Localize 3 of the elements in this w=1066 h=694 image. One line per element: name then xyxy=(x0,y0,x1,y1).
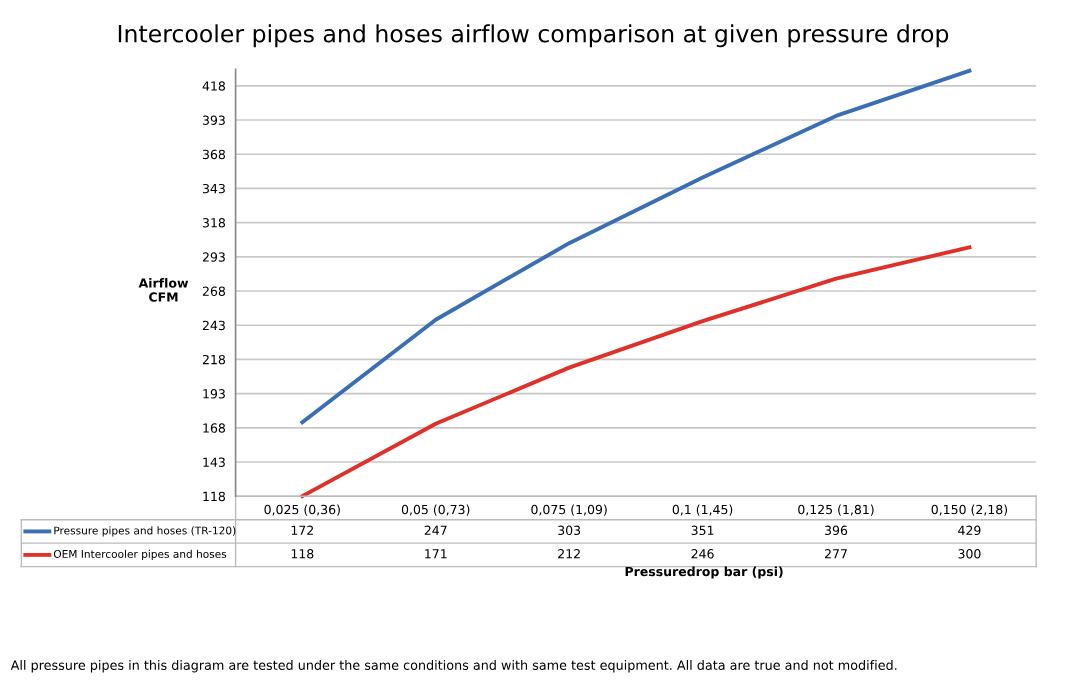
line-series xyxy=(300,68,972,425)
chart-title: Intercooler pipes and hoses airflow comparison at given pressure drop xyxy=(118,24,949,48)
line-series xyxy=(300,245,972,499)
